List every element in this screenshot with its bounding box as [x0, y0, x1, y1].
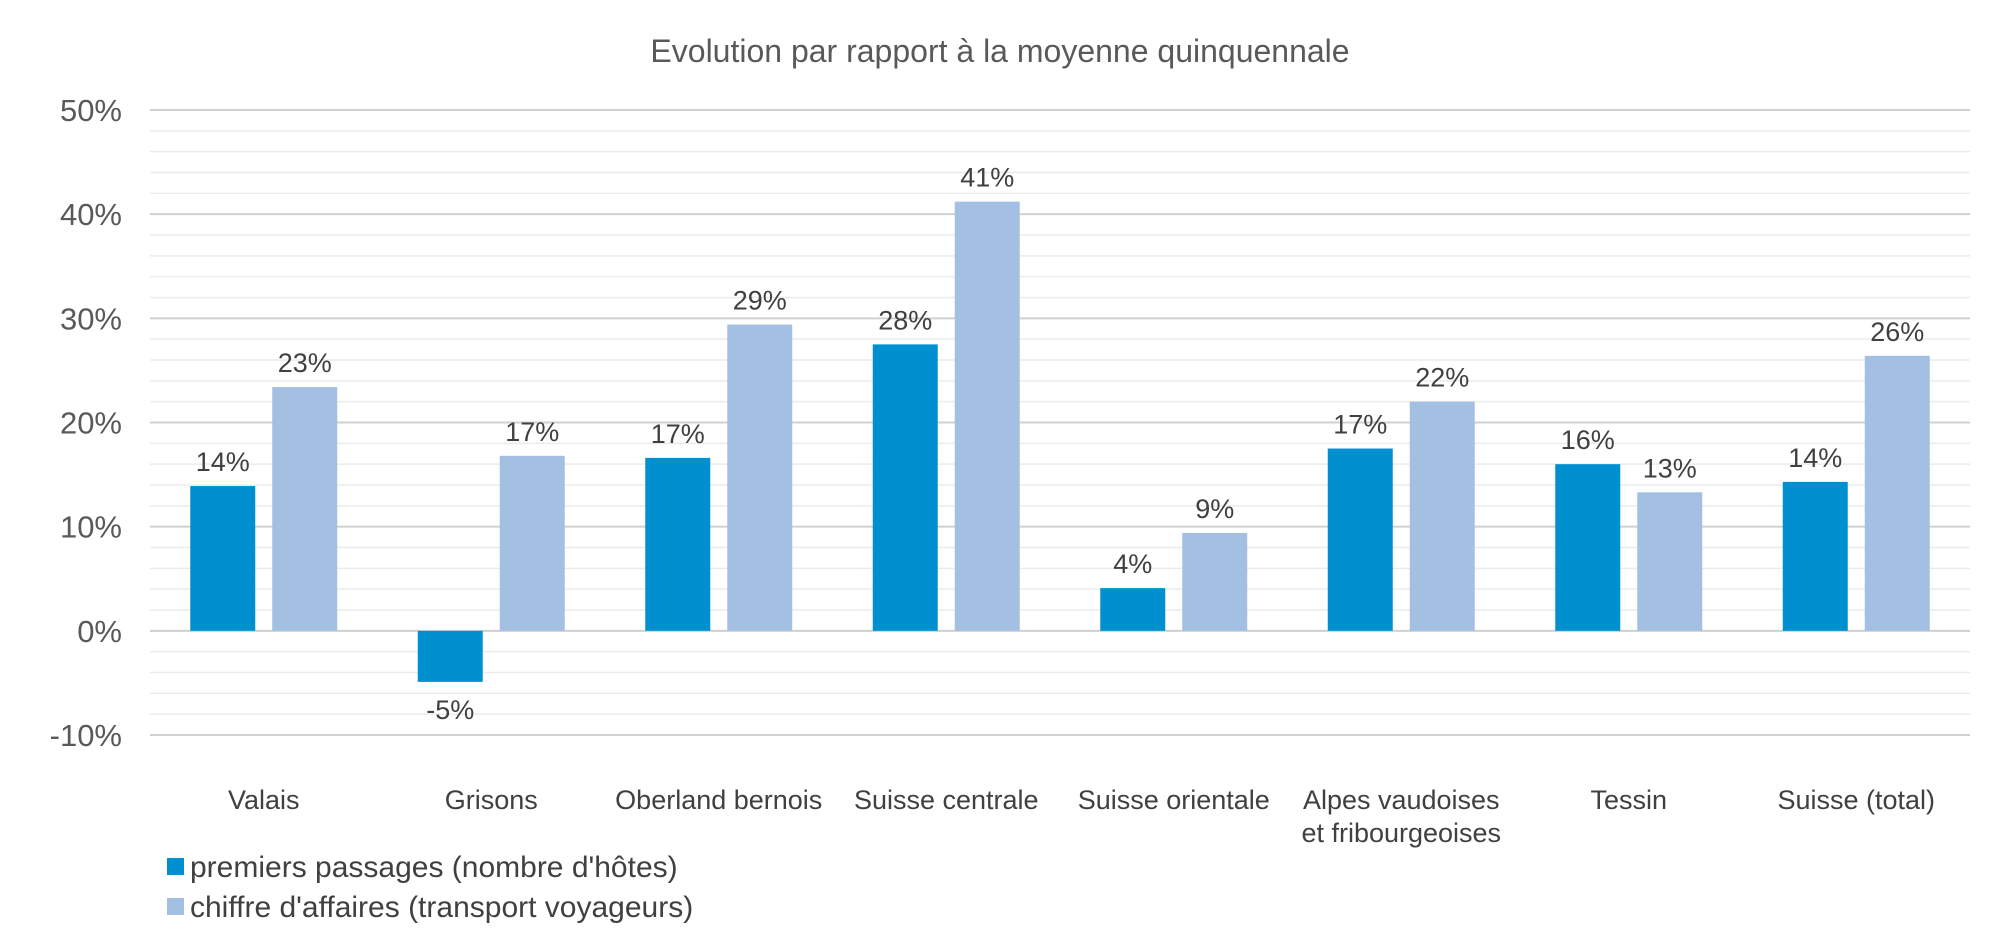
y-tick-label: 30%	[60, 301, 122, 336]
y-tick-label: 10%	[60, 510, 122, 545]
bar-premiers-passages	[872, 344, 938, 631]
bar-chiffre-affaires	[499, 455, 565, 631]
legend-swatch	[167, 898, 184, 915]
legend-label: chiffre d'affaires (transport voyageurs)	[190, 891, 693, 924]
data-label: 13%	[1643, 453, 1697, 483]
bar-chiffre-affaires	[1182, 532, 1248, 631]
data-label: 16%	[1561, 425, 1615, 455]
x-tick-label: et fribourgeoises	[1301, 818, 1501, 848]
y-axis: 50% 40% 30% 20% 10% 0% -10%	[50, 93, 122, 753]
bar-premiers-passages	[1327, 448, 1393, 631]
bar-premiers-passages	[1782, 481, 1848, 631]
legend-swatch	[167, 858, 184, 875]
legend: premiers passages (nombre d'hôtes) chiffr…	[167, 851, 693, 924]
x-tick-label: Suisse orientale	[1078, 785, 1270, 815]
bar-chiffre-affaires	[272, 387, 338, 631]
data-labels: 14% 23% -5% 17% 17% 29% 28% 41% 4% 9% 17% 22% 16% 13%…	[196, 163, 1925, 725]
legend-label: premiers passages (nombre d'hôtes)	[190, 851, 678, 884]
data-label: 28%	[878, 305, 932, 335]
bar-chiffre-affaires	[954, 201, 1020, 631]
bar-premiers-passages	[190, 486, 256, 631]
data-label: -5%	[426, 695, 474, 725]
y-tick-label: 50%	[60, 93, 122, 128]
data-label: 14%	[1788, 443, 1842, 473]
data-label: 22%	[1415, 363, 1469, 393]
y-tick-label: -10%	[50, 718, 122, 753]
x-tick-label: Suisse (total)	[1777, 785, 1935, 815]
bars	[190, 201, 1930, 682]
y-tick-label: 40%	[60, 197, 122, 232]
bar-chiffre-affaires	[1864, 355, 1930, 631]
x-tick-label: Valais	[228, 785, 300, 815]
bar-premiers-passages	[1100, 588, 1166, 631]
data-label: 17%	[1333, 410, 1387, 440]
y-tick-label: 0%	[77, 614, 122, 649]
x-tick-label: Alpes vaudoises	[1303, 785, 1500, 815]
data-label: 17%	[651, 419, 705, 449]
bar-chiffre-affaires	[727, 324, 793, 631]
bar-premiers-passages	[1555, 464, 1621, 631]
data-label: 14%	[196, 447, 250, 477]
y-tick-label: 20%	[60, 406, 122, 441]
data-label: 29%	[733, 286, 787, 316]
data-label: 41%	[960, 163, 1014, 193]
x-tick-label: Tessin	[1590, 785, 1667, 815]
x-tick-label: Suisse centrale	[854, 785, 1039, 815]
data-label: 17%	[505, 417, 559, 447]
bar-premiers-passages	[417, 630, 483, 682]
x-tick-label: Grisons	[445, 785, 538, 815]
x-tick-label: Oberland bernois	[615, 785, 822, 815]
bar-chiffre-affaires	[1409, 401, 1475, 631]
chart-title: Evolution par rapport à la moyenne quinq…	[650, 33, 1349, 69]
x-axis: Valais Grisons Oberland bernois Suisse cent…	[228, 785, 1935, 848]
data-label: 9%	[1195, 494, 1234, 524]
data-label: 4%	[1113, 549, 1152, 579]
data-label: 23%	[278, 348, 332, 378]
data-label: 26%	[1870, 317, 1924, 347]
bar-premiers-passages	[645, 457, 711, 631]
bar-chiffre-affaires	[1637, 492, 1703, 631]
